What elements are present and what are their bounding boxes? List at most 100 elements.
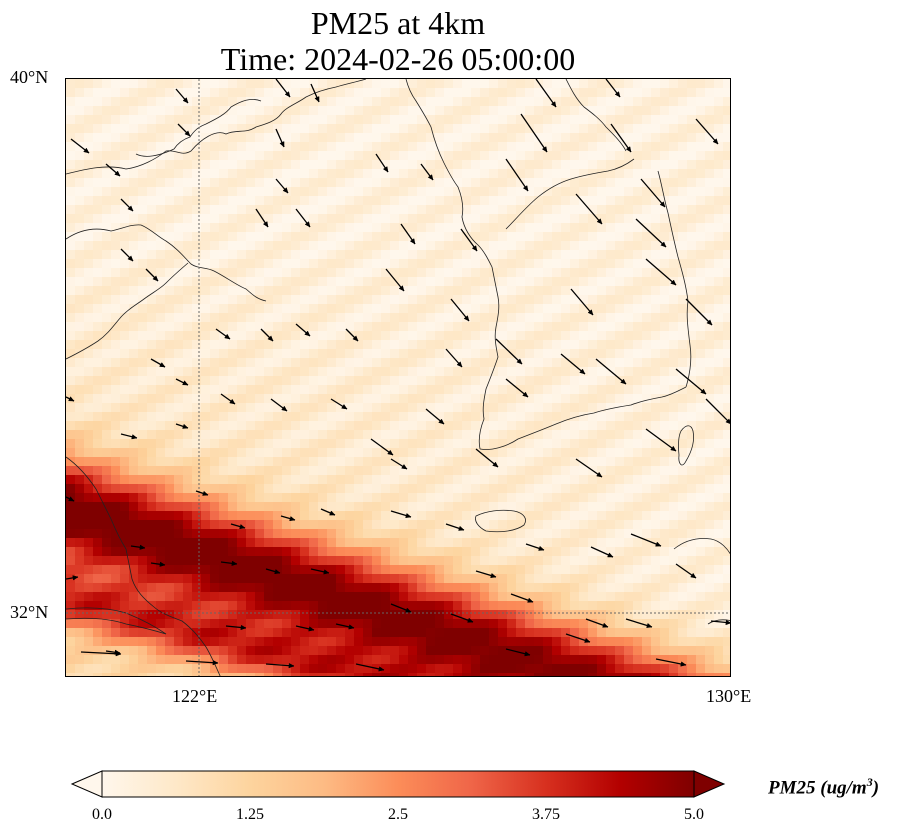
pm25-cell	[615, 88, 625, 98]
pm25-cell	[102, 655, 112, 665]
pm25-cell	[291, 475, 301, 485]
pm25-cell	[489, 394, 499, 404]
pm25-cell	[651, 511, 661, 521]
pm25-cell	[552, 457, 562, 467]
pm25-cell	[336, 655, 346, 665]
pm25-cell	[228, 439, 238, 449]
pm25-cell	[489, 358, 499, 368]
pm25-cell	[165, 178, 175, 188]
pm25-cell	[534, 430, 544, 440]
pm25-cell	[633, 115, 643, 125]
pm25-cell	[669, 466, 679, 476]
pm25-cell	[291, 439, 301, 449]
pm25-cell	[210, 637, 220, 647]
pm25-cell	[426, 358, 436, 368]
pm25-cell	[174, 520, 184, 530]
pm25-cell	[579, 646, 589, 656]
pm25-cell	[624, 232, 634, 242]
pm25-cell	[129, 115, 139, 125]
pm25-cell	[102, 295, 112, 305]
pm25-cell	[93, 646, 103, 656]
pm25-cell	[318, 205, 328, 215]
pm25-cell	[408, 295, 418, 305]
pm25-cell	[705, 187, 715, 197]
pm25-cell	[606, 457, 616, 467]
pm25-cell	[345, 439, 355, 449]
pm25-cell	[606, 538, 616, 548]
wind-vector-layer	[66, 79, 730, 672]
pm25-cell	[642, 250, 652, 260]
pm25-cell	[363, 565, 373, 575]
pm25-cell	[111, 565, 121, 575]
pm25-cell	[318, 376, 328, 386]
pm25-cell	[201, 151, 211, 161]
pm25-cell	[219, 457, 229, 467]
pm25-cell	[327, 520, 337, 530]
pm25-cell	[201, 169, 211, 179]
pm25-cell	[489, 115, 499, 125]
pm25-cell	[453, 430, 463, 440]
pm25-cell	[417, 367, 427, 377]
pm25-cell	[561, 565, 571, 575]
pm25-cell	[687, 142, 697, 152]
pm25-cell	[453, 538, 463, 548]
pm25-cell	[696, 457, 706, 467]
pm25-cell	[363, 637, 373, 647]
pm25-cell	[678, 124, 688, 134]
pm25-cell	[219, 331, 229, 341]
pm25-cell	[615, 286, 625, 296]
pm25-cell	[309, 664, 319, 674]
pm25-cell	[228, 457, 238, 467]
pm25-cell	[264, 547, 274, 557]
pm25-cell	[237, 160, 247, 170]
pm25-cell	[102, 475, 112, 485]
pm25-cell	[147, 385, 157, 395]
pm25-cell	[93, 412, 103, 422]
pm25-cell	[174, 340, 184, 350]
pm25-cell	[534, 160, 544, 170]
pm25-cell	[309, 178, 319, 188]
pm25-cell	[354, 88, 364, 98]
pm25-cell	[552, 502, 562, 512]
pm25-cell	[678, 610, 688, 620]
pm25-cell	[120, 538, 130, 548]
pm25-cell	[669, 664, 679, 674]
pm25-cell	[678, 502, 688, 512]
pm25-cell	[363, 142, 373, 152]
pm25-cell	[228, 592, 238, 602]
pm25-cell	[678, 97, 688, 107]
pm25-cell	[327, 97, 337, 107]
pm25-cell	[543, 115, 553, 125]
pm25-cell	[246, 115, 256, 125]
pm25-cell	[165, 538, 175, 548]
pm25-cell	[489, 331, 499, 341]
pm25-cell	[669, 385, 679, 395]
pm25-cell	[327, 421, 337, 431]
pm25-cell	[633, 430, 643, 440]
pm25-cell	[606, 259, 616, 269]
pm25-cell	[183, 394, 193, 404]
pm25-cell	[66, 151, 76, 161]
pm25-cell	[543, 673, 553, 676]
pm25-cell	[390, 421, 400, 431]
pm25-cell	[543, 223, 553, 233]
pm25-cell	[597, 574, 607, 584]
pm25-cell	[363, 556, 373, 566]
pm25-cell	[372, 538, 382, 548]
pm25-cell	[444, 385, 454, 395]
pm25-cell	[219, 295, 229, 305]
pm25-cell	[165, 466, 175, 476]
pm25-cell	[399, 520, 409, 530]
pm25-cell	[318, 592, 328, 602]
pm25-cell	[381, 259, 391, 269]
pm25-cell	[588, 601, 598, 611]
pm25-cell	[246, 160, 256, 170]
pm25-cell	[264, 313, 274, 323]
pm25-cell	[165, 673, 175, 676]
pm25-cell	[489, 457, 499, 467]
pm25-cell	[498, 151, 508, 161]
pm25-cell	[669, 529, 679, 539]
pm25-cell	[363, 205, 373, 215]
pm25-cell	[228, 430, 238, 440]
pm25-cell	[588, 457, 598, 467]
